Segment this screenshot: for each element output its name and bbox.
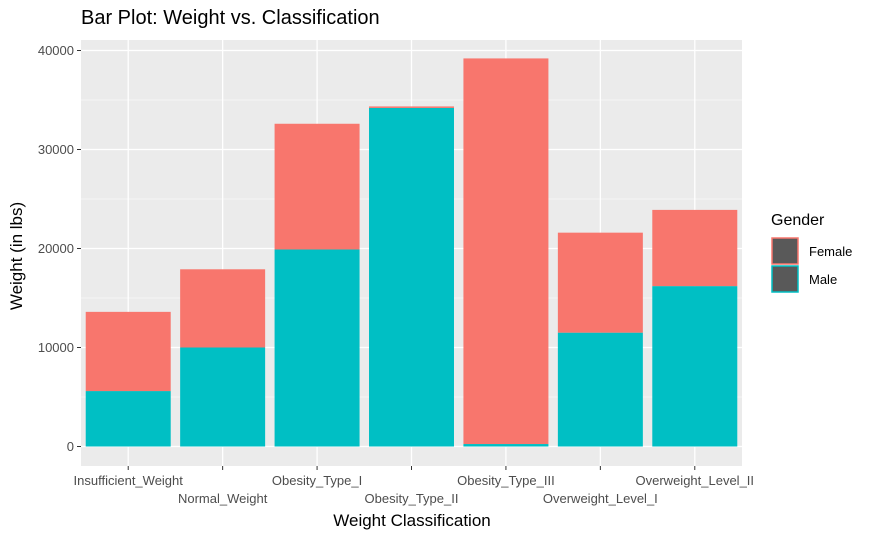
bar-male-normal-weight — [180, 347, 266, 447]
legend-key-male — [771, 265, 799, 293]
x-tick-label: Overweight_Level_II — [636, 473, 755, 488]
x-tick-label: Obesity_Type_III — [457, 473, 555, 488]
x-axis: Insufficient_Weight Normal_Weight Obesity_… — [74, 466, 755, 506]
bar-female-normal-weight — [180, 269, 266, 348]
bar-male-insufficient-weight — [85, 391, 171, 447]
x-axis-title: Weight Classification — [333, 511, 490, 530]
x-tick-label: Insufficient_Weight — [74, 473, 184, 488]
x-tick-label: Overweight_Level_I — [543, 491, 658, 506]
bar-female-obesity-type-iii — [463, 58, 549, 445]
bar-male-obesity-type-iii — [463, 444, 549, 447]
legend: Gender Female Male — [771, 212, 852, 293]
bar-female-overweight-level-ii — [652, 209, 738, 287]
y-tick-label: 30000 — [38, 142, 74, 157]
x-tick-label: Normal_Weight — [178, 491, 268, 506]
y-tick-label: 0 — [67, 439, 74, 454]
legend-label-female: Female — [809, 244, 852, 259]
bar-male-overweight-level-ii — [652, 286, 738, 447]
legend-key-female — [771, 237, 799, 265]
bar-male-obesity-type-i — [274, 249, 360, 447]
x-tick-label: Obesity_Type_II — [365, 491, 459, 506]
bar-male-overweight-level-i — [557, 332, 643, 447]
bar-female-insufficient-weight — [85, 311, 171, 392]
plot-area — [81, 40, 742, 466]
bar-female-obesity-type-i — [274, 123, 360, 250]
x-tick-label: Obesity_Type_I — [272, 473, 362, 488]
bar-female-obesity-type-ii — [369, 106, 454, 108]
y-tick-label: 40000 — [38, 43, 74, 58]
legend-title: Gender — [771, 212, 825, 229]
bar-male-obesity-type-ii — [369, 107, 454, 447]
bar-female-overweight-level-i — [557, 232, 643, 333]
y-tick-label: 10000 — [38, 340, 74, 355]
chart-title: Bar Plot: Weight vs. Classification — [81, 7, 380, 29]
y-axis-title: Weight (in lbs) — [7, 202, 26, 310]
y-tick-label: 20000 — [38, 241, 74, 256]
y-axis: 0 10000 20000 30000 40000 — [38, 43, 81, 454]
legend-label-male: Male — [809, 272, 837, 287]
